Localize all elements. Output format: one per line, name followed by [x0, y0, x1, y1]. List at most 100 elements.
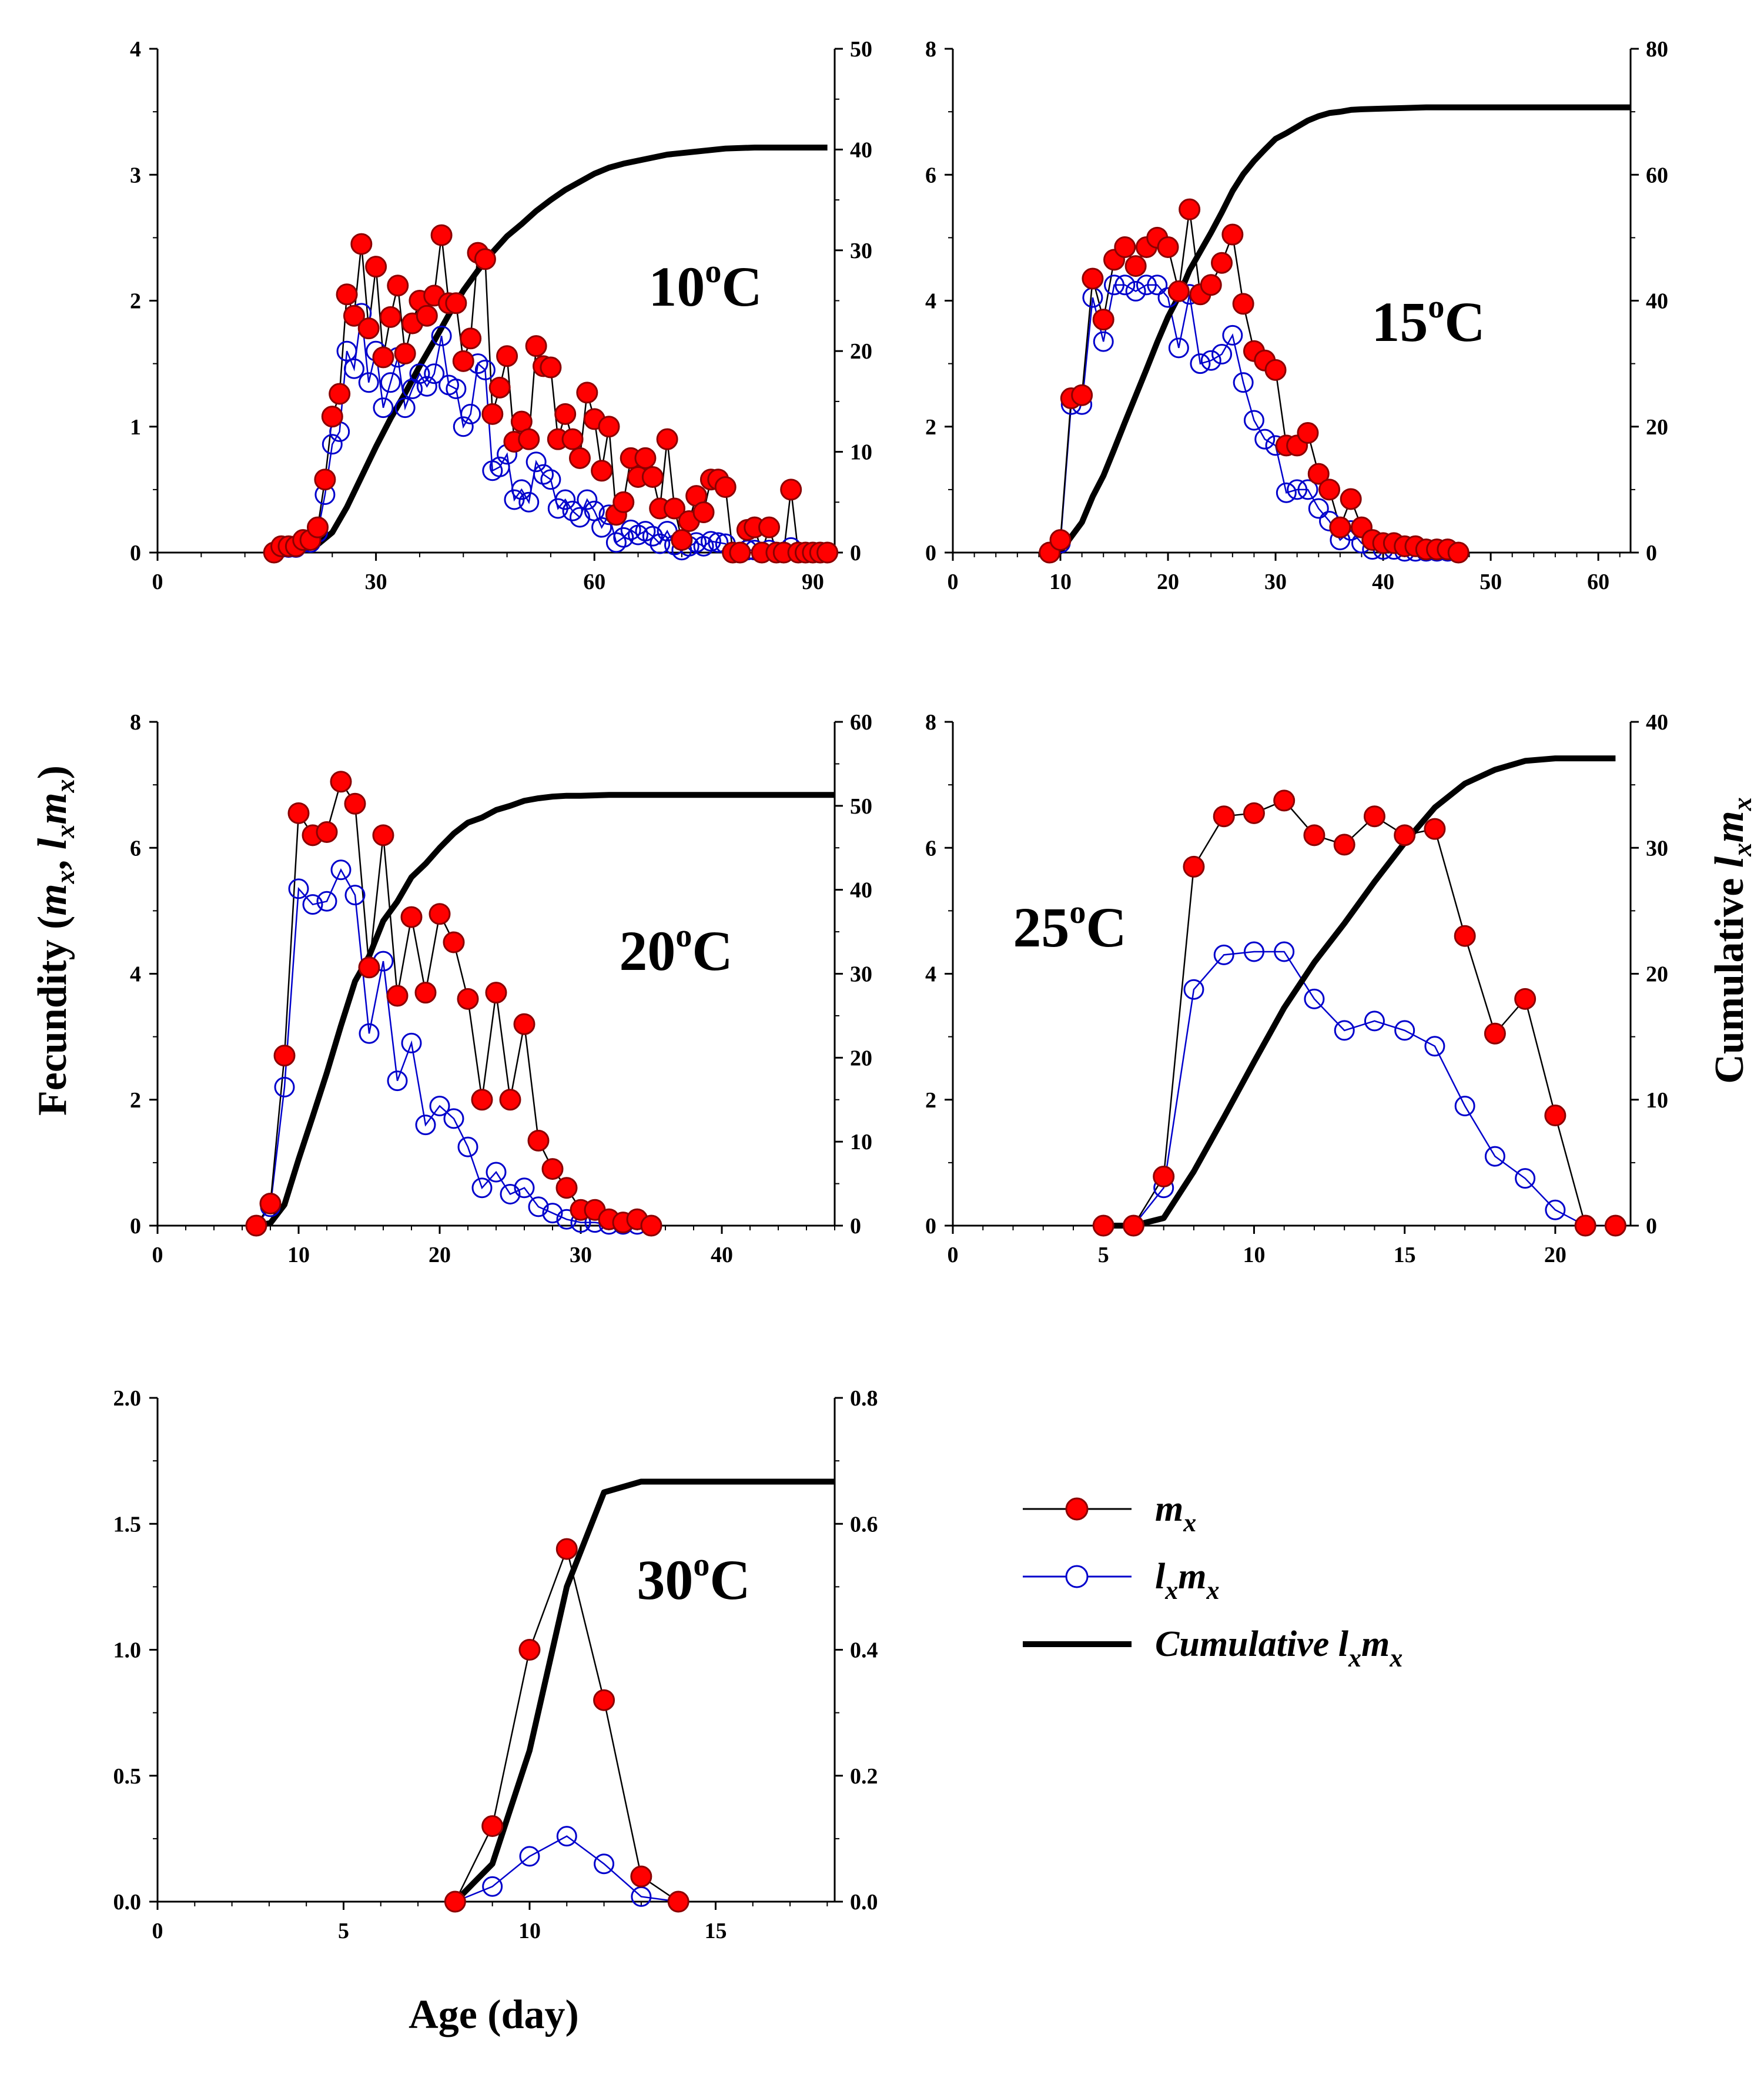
lxmx-point: [518, 491, 540, 513]
mx-point: [576, 382, 598, 404]
mx-point: [1124, 255, 1147, 277]
y-tick-label: 6: [925, 836, 936, 861]
mx-point: [1273, 789, 1296, 812]
x-tick-label: 10: [287, 1243, 310, 1267]
lxmx-point: [274, 1076, 295, 1097]
lxmx-point: [500, 1183, 521, 1204]
series-cumulative-line: [273, 144, 828, 556]
series-mx-line: [1103, 799, 1616, 1227]
mx-point: [568, 447, 591, 469]
mx-point: [1297, 421, 1319, 444]
x-axis-title: Age (day): [409, 1992, 579, 2037]
temperature-label: 20oC: [619, 918, 732, 982]
y2-tick-label: 50: [850, 37, 872, 62]
lxmx-point: [1222, 324, 1243, 346]
svg-text:mx: mx: [1155, 1489, 1196, 1537]
mx-point: [430, 224, 453, 246]
mx-point: [663, 497, 685, 520]
lxmx-point: [316, 891, 337, 912]
mx-point: [1122, 1214, 1144, 1237]
y2-tick-label: 80: [1646, 37, 1668, 62]
y-tick-label: 4: [925, 289, 936, 314]
y-tick-label: 1.5: [113, 1512, 142, 1537]
y-tick-label: 2: [925, 415, 936, 440]
y-tick-label: 6: [130, 836, 141, 861]
lxmx-point: [1136, 275, 1157, 296]
lxmx-point: [401, 1032, 422, 1053]
series-lxmx-line: [1103, 951, 1616, 1227]
legend-item-lxmx: lxmx: [1023, 1557, 1219, 1605]
mx-point: [429, 903, 451, 925]
mx-point: [1303, 824, 1325, 846]
lxmx-point: [1394, 1020, 1415, 1041]
x-tick-label: 90: [802, 570, 824, 594]
mx-point: [1221, 223, 1244, 246]
lxmx-point: [555, 489, 576, 510]
mx-point: [259, 1193, 282, 1215]
mx-point: [496, 345, 518, 367]
mx-point: [1183, 855, 1205, 878]
legend-lxmx-marker: [1065, 1565, 1089, 1588]
temperature-label: 15oC: [1371, 289, 1485, 353]
y2-tick-label: 20: [1646, 415, 1668, 440]
y-axis-title: Fecundity (mx, lxmx): [30, 765, 80, 1116]
mx-point: [1574, 1214, 1596, 1237]
mx-point: [485, 982, 507, 1004]
lxmx-point: [336, 340, 357, 362]
mx-point: [344, 792, 366, 815]
y2-tick-label: 40: [850, 138, 872, 162]
lxmx-point: [562, 500, 583, 521]
mx-point: [1340, 488, 1362, 510]
y-tick-label: 0: [130, 541, 141, 565]
y2-tick-label: 0: [850, 1214, 861, 1239]
lxmx-point: [650, 533, 671, 554]
y-tick-label: 6: [925, 163, 936, 188]
panel-25C: 0 2 4 6 8 0 10 20 30 40 0 5 10 15 20 25oC: [925, 710, 1668, 1267]
lxmx-point: [1304, 988, 1325, 1009]
mx-point: [372, 346, 394, 369]
mx-point: [591, 460, 613, 482]
mx-point: [780, 478, 802, 501]
mx-point: [513, 1013, 535, 1035]
lxmx-point: [380, 372, 401, 393]
x-tick-label: 15: [1394, 1243, 1416, 1267]
lxmx-point: [1297, 479, 1318, 500]
mx-point: [444, 1890, 466, 1913]
mx-point: [273, 1045, 296, 1067]
mx-point: [729, 541, 751, 564]
lxmx-point: [1104, 275, 1125, 296]
lxmx-point: [1211, 344, 1233, 365]
lxmx-point: [511, 479, 532, 500]
y2-tick-label: 40: [1646, 289, 1668, 314]
x-tick-label: 0: [152, 570, 163, 594]
mx-point: [314, 469, 336, 491]
lxmx-point: [533, 464, 554, 485]
mx-point: [1211, 252, 1233, 274]
lxmx-point: [1254, 429, 1276, 450]
lxmx-point: [359, 1023, 380, 1044]
lxmx-point: [288, 878, 309, 899]
mx-point: [1114, 236, 1136, 258]
lxmx-point: [528, 1196, 549, 1217]
y2-tick-label: 10: [850, 1130, 872, 1155]
mx-point: [245, 1214, 267, 1237]
lxmx-point: [1125, 280, 1146, 302]
mx-point: [640, 1214, 662, 1237]
lxmx-point: [514, 1177, 535, 1199]
mx-point: [357, 317, 380, 340]
lxmx-point: [1424, 1036, 1445, 1057]
y2-tick-label: 30: [1646, 836, 1668, 861]
mx-point: [593, 1689, 615, 1711]
mx-point: [1167, 280, 1190, 302]
mx-point: [555, 1538, 578, 1560]
mx-point: [1514, 988, 1537, 1010]
lxmx-point: [416, 376, 437, 397]
mx-point: [1363, 805, 1385, 828]
lxmx-point: [322, 434, 343, 455]
x-tick-label: 20: [429, 1243, 451, 1267]
mx-point: [358, 956, 380, 979]
x-tick-label: 30: [365, 570, 387, 594]
